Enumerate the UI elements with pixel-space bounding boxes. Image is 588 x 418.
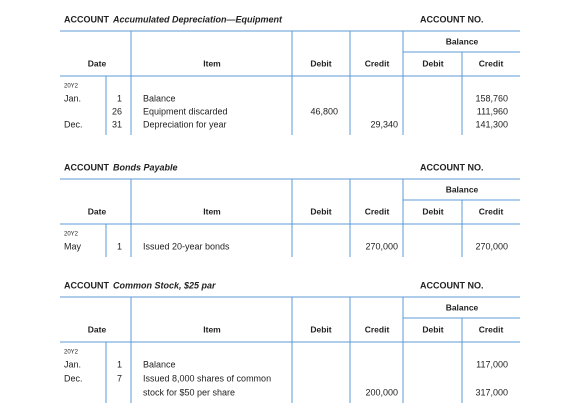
account-name: Bonds Payable bbox=[113, 162, 178, 172]
cell-item: Balance bbox=[143, 93, 176, 103]
cell-credit: 270,000 bbox=[365, 241, 398, 251]
cell-month: Jan. bbox=[64, 359, 81, 369]
account-label: ACCOUNT bbox=[64, 280, 109, 290]
column-header: Debit bbox=[422, 324, 443, 334]
cell-month: Dec. bbox=[64, 373, 83, 383]
cell-day: 1 bbox=[117, 93, 122, 103]
column-header: Debit bbox=[310, 324, 331, 334]
account-label: ACCOUNT bbox=[64, 14, 109, 24]
column-header: Debit bbox=[422, 58, 443, 68]
account-number-label: ACCOUNT NO. bbox=[420, 14, 484, 24]
cell-credit: 200,000 bbox=[365, 387, 398, 397]
year: 20Y2 bbox=[64, 350, 79, 356]
balance-label: Balance bbox=[446, 184, 479, 194]
account-name: Common Stock, $25 par bbox=[113, 280, 216, 290]
column-header: Credit bbox=[479, 324, 504, 334]
column-header: Item bbox=[203, 324, 221, 334]
cell-item: Issued 20-year bonds bbox=[143, 241, 230, 251]
balance-label: Balance bbox=[446, 302, 479, 312]
cell-month: May bbox=[64, 241, 82, 251]
cell-balance-credit: 270,000 bbox=[475, 241, 508, 251]
cell-day: 7 bbox=[117, 373, 122, 383]
cell-item: Issued 8,000 shares of common bbox=[143, 373, 271, 383]
column-header: Debit bbox=[310, 58, 331, 68]
cell-credit: 29,340 bbox=[370, 119, 398, 129]
year: 20Y2 bbox=[64, 84, 79, 90]
cell-debit: 46,800 bbox=[310, 106, 338, 116]
cell-day: 1 bbox=[117, 241, 122, 251]
cell-item: Equipment discarded bbox=[143, 106, 228, 116]
cell-item: stock for $50 per share bbox=[143, 387, 235, 397]
column-header: Credit bbox=[365, 206, 390, 216]
column-header: Date bbox=[88, 324, 107, 334]
account-name: Accumulated Depreciation—Equipment bbox=[112, 14, 283, 24]
cell-balance-credit: 141,300 bbox=[475, 119, 508, 129]
cell-day: 26 bbox=[112, 106, 122, 116]
column-header: Credit bbox=[365, 324, 390, 334]
cell-balance-credit: 111,960 bbox=[477, 106, 508, 116]
cell-balance-credit: 317,000 bbox=[475, 387, 508, 397]
account-number-label: ACCOUNT NO. bbox=[420, 280, 484, 290]
column-header: Credit bbox=[479, 58, 504, 68]
year: 20Y2 bbox=[64, 232, 79, 238]
cell-day: 31 bbox=[112, 119, 122, 129]
column-header: Item bbox=[203, 206, 221, 216]
cell-balance-credit: 117,000 bbox=[476, 359, 508, 369]
column-header: Debit bbox=[422, 206, 443, 216]
column-header: Credit bbox=[479, 206, 504, 216]
column-header: Date bbox=[88, 206, 107, 216]
balance-label: Balance bbox=[446, 36, 479, 46]
cell-day: 1 bbox=[117, 359, 122, 369]
cell-item: Balance bbox=[143, 359, 176, 369]
cell-balance-credit: 158,760 bbox=[475, 93, 508, 103]
cell-month: Jan. bbox=[64, 93, 81, 103]
account-number-label: ACCOUNT NO. bbox=[420, 162, 484, 172]
account-label: ACCOUNT bbox=[64, 162, 109, 172]
cell-month: Dec. bbox=[64, 119, 83, 129]
column-header: Debit bbox=[310, 206, 331, 216]
cell-item: Depreciation for year bbox=[143, 119, 227, 129]
column-header: Date bbox=[88, 58, 107, 68]
column-header: Credit bbox=[365, 58, 390, 68]
column-header: Item bbox=[203, 58, 221, 68]
